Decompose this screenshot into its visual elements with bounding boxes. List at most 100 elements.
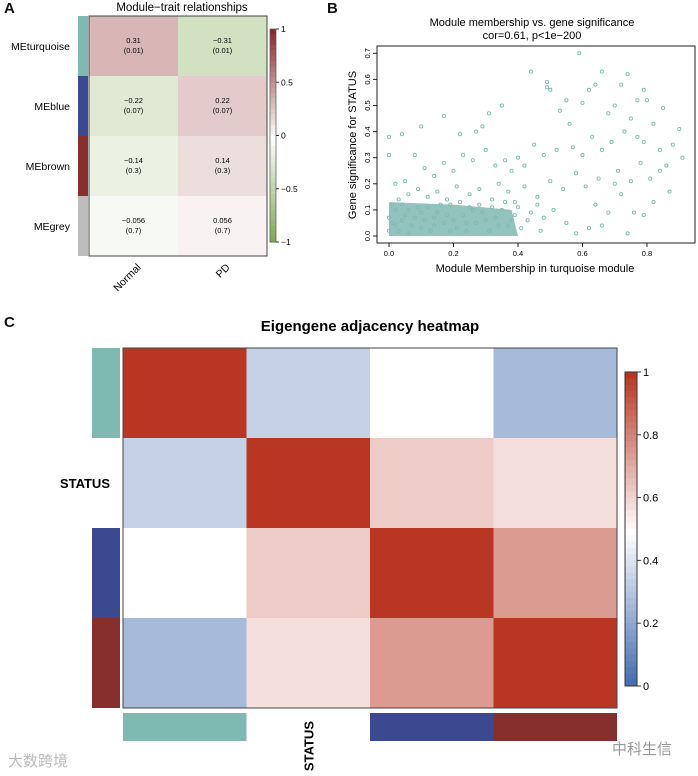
data-point xyxy=(393,181,398,186)
colorbar-tick-label: 0 xyxy=(281,131,286,141)
colorbar-segment xyxy=(625,441,637,448)
heatmap-cell xyxy=(123,618,247,709)
data-point xyxy=(403,179,408,184)
data-point xyxy=(503,200,508,205)
colorbar-segment xyxy=(270,82,276,89)
heatmap-cell xyxy=(370,618,494,709)
data-point xyxy=(451,168,456,173)
data-point xyxy=(599,147,604,152)
colorbar-segment xyxy=(625,485,637,492)
data-point xyxy=(535,194,540,199)
colorbar-segment xyxy=(270,231,276,238)
row-label: MEgrey xyxy=(34,221,71,233)
colorbar-segment xyxy=(270,71,276,78)
colorbar-segment xyxy=(625,378,637,386)
data-point xyxy=(612,181,617,186)
plot-border xyxy=(122,347,618,709)
data-point xyxy=(644,98,650,103)
data-point xyxy=(625,72,630,77)
colorbar-segment xyxy=(270,76,276,83)
data-point xyxy=(454,184,459,189)
column-label: STATUS xyxy=(301,721,316,771)
colorbar-segment xyxy=(270,146,276,152)
colorbar-segment xyxy=(625,372,637,379)
data-point xyxy=(567,121,572,126)
module-color-bar xyxy=(78,16,88,76)
data-point xyxy=(641,87,646,92)
colorbar-segment xyxy=(625,591,637,599)
colorbar-segment xyxy=(625,572,637,580)
cell-value: 0.056 xyxy=(213,216,232,225)
cell-pvalue: (0.7) xyxy=(215,226,231,235)
x-tick-label: 0.2 xyxy=(448,249,458,258)
module-color-bar xyxy=(92,348,120,438)
data-point xyxy=(635,134,640,139)
data-point xyxy=(483,147,488,152)
watermark-right: 中科生信 xyxy=(612,741,673,758)
colorbar-segment xyxy=(270,199,276,206)
heatmap-cell xyxy=(178,196,267,256)
colorbar-tick-label: −0.5 xyxy=(281,184,298,194)
heatmap-cell xyxy=(89,136,178,196)
colorbar-segment xyxy=(625,472,637,480)
colorbar-segment xyxy=(625,635,637,643)
data-point xyxy=(677,126,682,132)
data-point xyxy=(651,200,656,205)
eigengene-adjacency-heatmap: Eigengene adjacency heatmap STATUS STATUS… xyxy=(60,318,658,771)
chart-title: Eigengene adjacency heatmap xyxy=(261,318,479,335)
colorbar-segment xyxy=(270,210,276,216)
cell-value: −0.31 xyxy=(213,36,232,45)
colorbar-tick-label: 1 xyxy=(281,24,286,34)
data-point xyxy=(441,160,446,165)
data-point xyxy=(544,85,550,90)
y-tick-label: 0.7 xyxy=(363,48,372,58)
colorbar-segment xyxy=(625,453,637,461)
colorbar-segment xyxy=(625,478,637,486)
data-point xyxy=(506,189,511,194)
colorbar-segment xyxy=(270,236,276,243)
colorbar-tick-label: 0.8 xyxy=(643,430,658,442)
data-point xyxy=(641,139,646,145)
plot-border xyxy=(376,45,696,244)
data-point xyxy=(606,210,611,215)
colorbar-segment xyxy=(270,39,276,46)
data-point xyxy=(599,69,604,74)
x-tick-label: 0.8 xyxy=(642,249,652,258)
data-point xyxy=(422,166,427,171)
row-label: MEbrown xyxy=(26,161,71,173)
data-point xyxy=(541,215,546,220)
colorbar-segment xyxy=(270,50,276,57)
data-point xyxy=(396,197,401,202)
colorbar-segment xyxy=(270,119,276,126)
data-point xyxy=(538,228,543,233)
colorbar-segment xyxy=(625,466,637,473)
colorbar-segment xyxy=(625,629,637,637)
data-point xyxy=(435,189,440,194)
data-point xyxy=(519,226,524,231)
row-label: STATUS xyxy=(60,476,110,491)
colorbar-segment xyxy=(270,124,276,131)
module-trait-heatmap: Module−trait relationships MEturquoise 0.… xyxy=(11,2,298,294)
colorbar-segment xyxy=(625,616,637,624)
colorbar-segment xyxy=(625,447,637,455)
cell-pvalue: (0.01) xyxy=(124,46,144,55)
data-point xyxy=(625,231,630,236)
data-point xyxy=(503,158,508,163)
colorbar-segment xyxy=(270,29,276,35)
data-point xyxy=(580,100,585,105)
colorbar-segment xyxy=(270,114,276,121)
data-point xyxy=(496,181,501,186)
data-point xyxy=(622,129,627,134)
colorbar-segment xyxy=(625,397,637,404)
colorbar-segment xyxy=(270,156,276,163)
heatmap-cell xyxy=(89,196,178,256)
colorbar-segment xyxy=(625,610,637,618)
x-tick-label: 0.4 xyxy=(513,249,523,258)
heatmap-cell xyxy=(493,528,618,619)
data-point xyxy=(590,134,595,139)
colorbar-segment xyxy=(625,679,637,687)
y-tick-label: 0.6 xyxy=(363,74,372,84)
colorbar-segment xyxy=(270,103,276,110)
data-point xyxy=(467,192,472,197)
data-point xyxy=(480,124,485,129)
